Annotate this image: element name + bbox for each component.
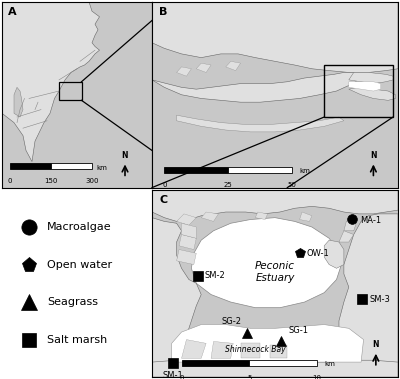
Polygon shape <box>211 341 233 359</box>
Polygon shape <box>2 2 100 161</box>
Text: 0: 0 <box>179 375 184 379</box>
Text: OW-1: OW-1 <box>307 249 330 258</box>
Bar <box>182 360 249 366</box>
Polygon shape <box>339 214 398 377</box>
Polygon shape <box>177 214 196 225</box>
Text: SM-1: SM-1 <box>162 371 183 379</box>
Polygon shape <box>226 61 240 70</box>
Polygon shape <box>201 212 218 221</box>
Text: 25: 25 <box>224 182 233 188</box>
Polygon shape <box>182 340 206 359</box>
Polygon shape <box>14 87 23 117</box>
Polygon shape <box>152 218 201 377</box>
Text: Salt marsh: Salt marsh <box>47 335 107 345</box>
Text: 0: 0 <box>162 182 166 188</box>
Polygon shape <box>182 223 196 238</box>
Text: 10: 10 <box>312 375 321 379</box>
Bar <box>51 163 92 169</box>
Polygon shape <box>191 218 342 308</box>
Polygon shape <box>255 212 268 219</box>
Polygon shape <box>179 235 196 249</box>
Text: N: N <box>370 151 377 160</box>
Text: km: km <box>324 361 335 367</box>
Bar <box>324 65 393 117</box>
Bar <box>249 360 317 366</box>
Polygon shape <box>152 359 398 377</box>
Text: Peconic
Estuary: Peconic Estuary <box>255 261 295 283</box>
Text: B: B <box>159 8 168 17</box>
Text: 5: 5 <box>247 375 251 379</box>
Text: N: N <box>373 340 379 349</box>
Bar <box>228 167 292 173</box>
Polygon shape <box>344 221 356 231</box>
Text: C: C <box>159 195 168 205</box>
Text: km: km <box>96 164 107 171</box>
Polygon shape <box>240 343 260 359</box>
Polygon shape <box>339 231 354 242</box>
Text: Open water: Open water <box>47 260 112 269</box>
Bar <box>59 82 82 100</box>
Bar <box>164 167 228 173</box>
Text: Seagrass: Seagrass <box>47 297 98 307</box>
Polygon shape <box>270 345 287 359</box>
Polygon shape <box>152 72 361 102</box>
Text: SG-2: SG-2 <box>222 316 242 326</box>
Text: N: N <box>122 151 128 160</box>
Polygon shape <box>349 82 381 91</box>
Text: 150: 150 <box>44 178 58 184</box>
Polygon shape <box>196 63 211 72</box>
Polygon shape <box>172 324 364 362</box>
Polygon shape <box>349 87 396 100</box>
Text: SM-3: SM-3 <box>370 295 390 304</box>
Polygon shape <box>152 2 398 72</box>
Polygon shape <box>152 190 398 221</box>
Text: km: km <box>300 168 310 174</box>
Bar <box>10 163 51 169</box>
Text: SG-1: SG-1 <box>288 326 308 335</box>
Text: SM-2: SM-2 <box>205 271 226 280</box>
Text: Shinnecock Bay: Shinnecock Bay <box>225 345 286 354</box>
Polygon shape <box>324 240 344 268</box>
Text: A: A <box>8 8 17 17</box>
Polygon shape <box>177 115 344 132</box>
Text: 300: 300 <box>85 178 99 184</box>
Text: Macroalgae: Macroalgae <box>47 222 112 232</box>
Polygon shape <box>349 72 393 84</box>
Text: MA-1: MA-1 <box>360 216 381 225</box>
Polygon shape <box>177 67 191 76</box>
Polygon shape <box>177 249 196 265</box>
Polygon shape <box>300 212 312 221</box>
Text: 50: 50 <box>288 182 297 188</box>
Text: 0: 0 <box>7 178 12 184</box>
